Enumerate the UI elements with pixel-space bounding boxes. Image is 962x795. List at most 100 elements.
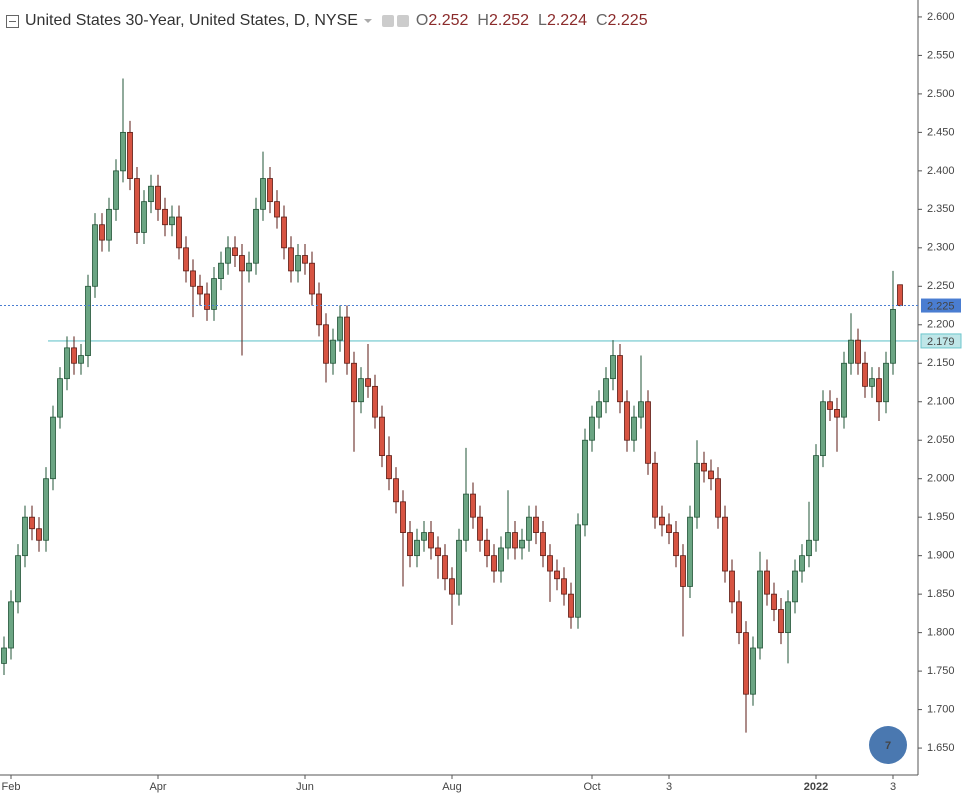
candle-body [512,532,518,549]
y-tick-label: 2.350 [927,203,955,215]
candle-body [743,632,749,695]
price-label-box [921,298,961,313]
y-tick-label: 2.100 [927,396,955,408]
candle-body [477,516,483,541]
candle-body [400,501,406,533]
horizontal-line-label-box [920,333,962,349]
y-tick-label: 2.050 [927,434,955,446]
candle-body [470,493,476,518]
candle-body [841,362,847,418]
candle-body [757,570,763,649]
candle-body [134,178,140,233]
candle-body [148,185,154,203]
y-tick-label: 2.200 [927,319,955,331]
candle-body [785,601,791,634]
candle-body [526,516,532,541]
candle-body [162,208,168,226]
candle-body [239,255,245,272]
y-tick-label: 2.450 [927,126,955,138]
candle-body [414,539,420,557]
chart-header: United States 30-Year, United States, D,… [6,10,648,32]
candle-body [15,555,21,603]
candle-body [701,462,707,472]
candle-body [855,339,861,364]
candle-body [190,270,196,287]
low-value: 2.224 [546,12,587,29]
candle-body [344,316,350,364]
candle-body [302,255,308,264]
candle-body [267,178,273,203]
candle-body [505,532,511,549]
badge [869,726,907,764]
candle-body [50,416,56,480]
candle-body [848,339,854,364]
candle-body [85,285,91,356]
candle-body [351,362,357,403]
candle-body [428,532,434,549]
candle-body [680,555,686,587]
x-tick-label: Oct [583,781,600,793]
candle-body [176,216,182,249]
candle-body [491,555,497,572]
candle-body [43,478,49,541]
y-tick-label: 2.000 [927,473,955,485]
candle-body [820,401,826,457]
candle-body [624,401,630,441]
close-value: 2.225 [607,12,648,29]
candle-body [309,262,315,295]
candle-body [386,455,392,480]
candle-body [659,516,665,526]
candle-body [169,216,175,226]
candle-body [596,401,602,418]
candle-body [813,455,819,541]
candle-body [617,355,623,403]
candle-body [694,462,700,518]
candle-body [92,224,98,287]
candle-body [652,462,658,518]
candle-body [561,578,567,595]
candle-body [29,516,35,530]
candle-body [519,539,525,549]
candle-body [638,401,644,418]
candle-body [498,547,504,572]
candle-body [78,355,84,364]
candle-body [687,516,693,587]
candle-body [890,308,896,364]
y-tick-label: 2.150 [927,357,955,369]
candle-body [554,570,560,580]
candle-body [442,555,448,580]
settings-icon[interactable] [396,15,409,27]
candle-body [666,524,672,533]
visibility-icon[interactable] [381,15,394,27]
candle-body [57,378,63,418]
candle-body [750,647,756,695]
candle-body [736,601,742,634]
candle-body [106,208,112,241]
collapse-icon[interactable] [6,14,19,28]
candle-body [876,378,882,403]
y-tick-label: 1.850 [927,588,955,600]
y-tick-label: 2.500 [927,88,955,100]
horizontal-line-label: 2.179 [927,336,955,348]
candle-body [610,355,616,380]
candle-body [295,255,301,272]
candle-body [603,378,609,403]
candle-body [379,416,385,457]
candle-body [36,528,42,541]
candle-body [869,378,875,387]
candle-body [806,539,812,557]
candle-body [771,593,777,610]
candle-body [540,532,546,557]
candle-body [316,293,322,326]
y-tick-label: 1.750 [927,665,955,677]
candle-body [834,409,840,418]
candle-body [778,609,784,634]
candle-body [323,324,329,364]
high-label: H [477,12,489,29]
candle-body [484,539,490,557]
candle-body [183,247,189,272]
candle-body [393,478,399,503]
candle-body [113,170,119,210]
dropdown-arrow[interactable] [363,19,372,23]
